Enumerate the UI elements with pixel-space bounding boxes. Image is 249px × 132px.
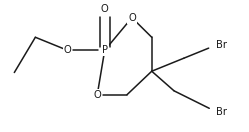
Text: O: O bbox=[101, 4, 109, 14]
Text: P: P bbox=[102, 45, 108, 55]
Text: Br: Br bbox=[216, 107, 227, 117]
Text: O: O bbox=[64, 45, 71, 55]
Text: Br: Br bbox=[216, 40, 227, 50]
Text: O: O bbox=[128, 13, 136, 23]
Text: O: O bbox=[93, 90, 101, 100]
